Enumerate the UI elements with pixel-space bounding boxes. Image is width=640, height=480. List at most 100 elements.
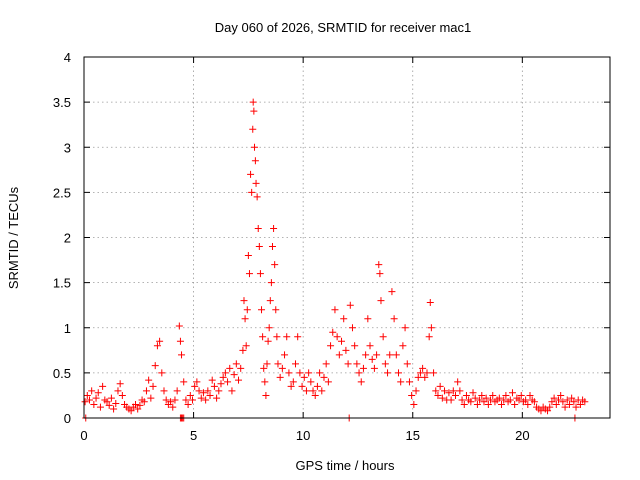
data-point — [414, 373, 422, 381]
data-point — [226, 364, 234, 372]
y-tick-label: 2 — [64, 231, 71, 246]
data-point — [175, 322, 183, 330]
data-point — [266, 297, 274, 305]
data-point — [261, 378, 269, 386]
data-point — [430, 369, 438, 377]
data-point — [405, 378, 413, 386]
chart-title: Day 060 of 2026, SRMTID for receiver mac… — [215, 20, 472, 35]
data-point — [376, 270, 384, 278]
data-point — [118, 391, 126, 399]
data-point — [572, 403, 580, 411]
data-point — [247, 170, 255, 178]
data-point — [357, 378, 365, 386]
data-point — [213, 394, 221, 402]
data-point — [140, 398, 148, 406]
data-point — [423, 369, 431, 377]
data-point — [338, 337, 346, 345]
data-point — [355, 369, 363, 377]
data-point — [462, 391, 470, 399]
axis-ticks: 0 0.5 1 1.5 2 2.5 3 3.5 4 0 5 10 15 20 — [53, 50, 610, 443]
data-point — [199, 389, 207, 397]
data-point — [515, 396, 523, 404]
data-point — [228, 387, 236, 395]
data-point — [370, 364, 378, 372]
data-point — [94, 389, 102, 397]
data-point — [256, 270, 264, 278]
data-point — [249, 98, 257, 106]
data-point — [262, 391, 270, 399]
data-point — [81, 398, 89, 406]
data-point — [103, 398, 111, 406]
data-point — [458, 396, 466, 404]
data-point — [153, 342, 161, 350]
data-point — [178, 351, 186, 359]
data-point — [158, 369, 166, 377]
data-point — [160, 387, 168, 395]
data-point — [248, 188, 256, 196]
data-point — [283, 333, 291, 341]
data-point — [260, 364, 268, 372]
data-point — [88, 387, 96, 395]
data-point — [441, 387, 449, 395]
data-point — [570, 398, 578, 406]
data-point — [136, 401, 144, 409]
data-point — [447, 396, 455, 404]
data-point — [506, 396, 514, 404]
data-point — [381, 360, 389, 368]
data-point — [487, 396, 495, 404]
data-point — [96, 403, 104, 411]
data-points — [81, 98, 589, 422]
data-point — [426, 298, 434, 306]
data-point — [364, 315, 372, 323]
data-point — [416, 369, 424, 377]
data-point — [348, 324, 356, 332]
data-point — [83, 391, 91, 399]
data-point — [221, 369, 229, 377]
data-point — [202, 396, 210, 404]
data-point — [550, 394, 558, 402]
data-point — [232, 360, 240, 368]
data-point — [498, 400, 506, 408]
data-point — [351, 342, 359, 350]
data-point — [259, 333, 267, 341]
data-point — [114, 387, 122, 395]
data-point — [565, 400, 573, 408]
data-point — [245, 270, 253, 278]
data-point — [386, 351, 394, 359]
data-point — [581, 398, 589, 406]
data-point — [554, 396, 562, 404]
data-point — [375, 261, 383, 269]
data-point — [438, 394, 446, 402]
data-point — [410, 400, 418, 408]
data-point — [217, 380, 225, 388]
data-point — [149, 382, 157, 390]
data-point — [182, 396, 190, 404]
data-point — [147, 394, 155, 402]
x-axis-label: GPS time / hours — [296, 458, 395, 473]
data-point — [251, 143, 259, 151]
data-point — [403, 360, 411, 368]
data-point — [151, 362, 159, 370]
data-point — [278, 364, 286, 372]
data-point — [346, 301, 354, 309]
y-tick-label: 3.5 — [53, 95, 71, 110]
data-point — [250, 107, 258, 115]
data-point — [478, 391, 486, 399]
data-point — [522, 396, 530, 404]
data-point — [112, 400, 120, 408]
data-point — [327, 342, 335, 350]
data-point — [244, 252, 252, 260]
data-point — [436, 382, 444, 390]
data-point — [333, 333, 341, 341]
data-point — [524, 400, 532, 408]
data-point — [105, 401, 113, 409]
data-point — [445, 389, 453, 397]
data-point — [197, 394, 205, 402]
data-point — [546, 403, 554, 411]
data-point — [316, 369, 324, 377]
data-point — [294, 333, 302, 341]
data-point — [469, 389, 477, 397]
grid-lines — [84, 57, 610, 418]
data-point — [451, 391, 459, 399]
data-point — [285, 369, 293, 377]
